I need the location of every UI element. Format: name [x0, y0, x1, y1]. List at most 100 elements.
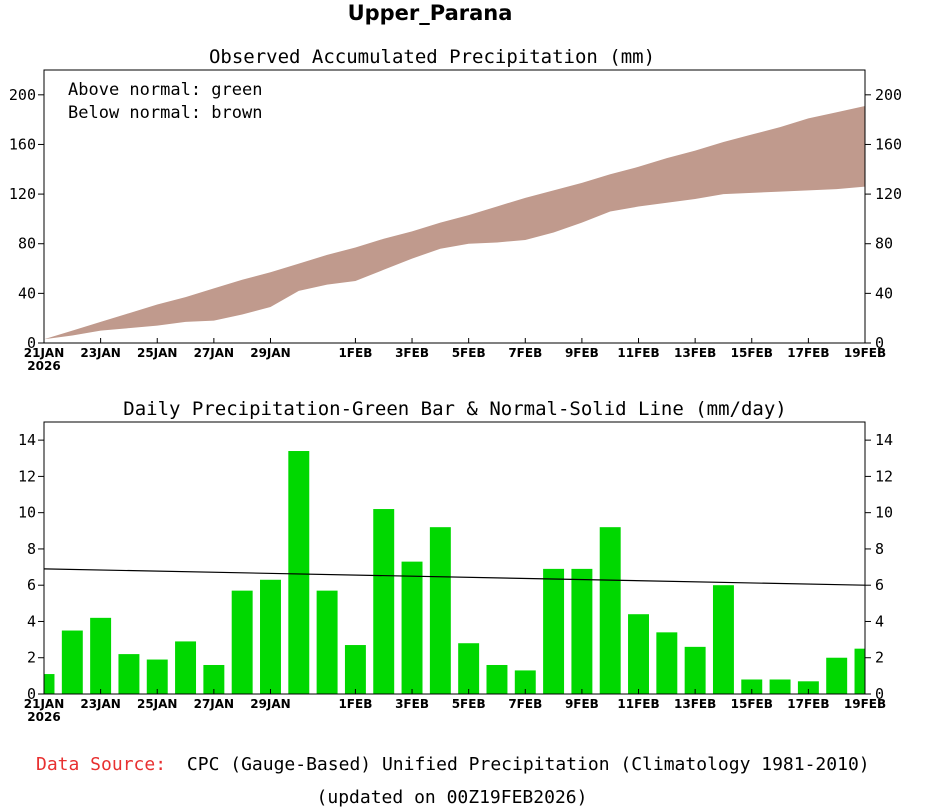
daily-bar: [599, 527, 621, 694]
daily-bar: [401, 561, 423, 694]
daily-bar: [797, 681, 819, 694]
daily-ytick-label-right: 0: [875, 685, 884, 703]
accum-ytick-label-right: 200: [875, 86, 902, 104]
accum-ytick-label-right: 40: [875, 284, 893, 302]
daily-bar: [712, 585, 734, 694]
daily-chart-title: Daily Precipitation-Green Bar & Normal-S…: [123, 398, 786, 420]
daily-ytick-label-right: 10: [875, 504, 893, 522]
daily-ytick-label-right: 6: [875, 576, 884, 594]
daily-ytick-label-left: 0: [27, 685, 36, 703]
daily-bar: [741, 679, 763, 694]
accum-ytick-label-right: 160: [875, 135, 902, 153]
accum-xtick-label: 25JAN: [137, 346, 178, 360]
daily-bar: [854, 648, 865, 694]
daily-bar: [373, 509, 395, 694]
daily-xtick-label: 17FEB: [787, 697, 829, 711]
daily-ytick-label-left: 2: [27, 649, 36, 667]
accum-ytick-label-left: 0: [27, 334, 36, 352]
daily-bar: [90, 617, 112, 694]
daily-xtick-year: 2026: [27, 710, 60, 724]
legend-below-normal: Below normal: brown: [68, 103, 262, 123]
daily-xtick-label: 19FEB: [844, 697, 886, 711]
daily-ytick-label-right: 4: [875, 612, 884, 630]
daily-xtick-label: 25JAN: [137, 697, 178, 711]
daily-precip-chart: Daily Precipitation-Green Bar & Normal-S…: [18, 398, 893, 724]
daily-bar: [260, 579, 281, 694]
daily-bar: [316, 590, 338, 694]
accum-ytick-label-left: 200: [9, 86, 36, 104]
daily-bar: [486, 664, 508, 694]
accum-xtick-label: 5FEB: [452, 346, 486, 360]
daily-ytick-label-left: 6: [27, 576, 36, 594]
accum-ytick-label-left: 120: [9, 185, 36, 203]
daily-ytick-label-left: 4: [27, 612, 36, 630]
daily-ytick-label-left: 8: [27, 540, 36, 558]
daily-ytick-label-left: 10: [18, 504, 36, 522]
below-normal-area: [44, 105, 865, 340]
accum-ytick-label-left: 40: [18, 284, 36, 302]
daily-bar: [514, 670, 536, 694]
accum-xtick-label: 17FEB: [787, 346, 829, 360]
daily-bar: [458, 643, 480, 694]
daily-xtick-label: 3FEB: [395, 697, 429, 711]
accum-ytick-label-right: 0: [875, 334, 884, 352]
daily-xtick-label: 7FEB: [508, 697, 542, 711]
accum-ytick-label-right: 80: [875, 235, 893, 253]
daily-xtick-label: 27JAN: [194, 697, 235, 711]
daily-bar: [288, 451, 310, 694]
accumulated-chart-title: Observed Accumulated Precipitation (mm): [209, 46, 655, 68]
accum-xtick-year: 2026: [27, 359, 60, 373]
daily-bar: [44, 674, 55, 694]
daily-bar: [118, 654, 140, 694]
accum-xtick-label: 29JAN: [250, 346, 291, 360]
accum-xtick-label: 21JAN: [24, 346, 65, 360]
accum-xtick-label: 7FEB: [508, 346, 542, 360]
daily-xtick-label: 1FEB: [338, 697, 372, 711]
accum-xtick-label: 19FEB: [844, 346, 886, 360]
daily-bar: [344, 645, 366, 694]
daily-bar: [543, 568, 565, 694]
daily-bar: [231, 590, 253, 694]
data-source-line: Data Source: CPC (Gauge-Based) Unified P…: [36, 754, 870, 775]
daily-bar: [175, 641, 197, 694]
daily-bar: [429, 527, 451, 694]
updated-timestamp: (updated on 00Z19FEB2026): [317, 787, 588, 808]
accum-plot-frame: [43, 69, 866, 344]
daily-ytick-label-right: 12: [875, 467, 893, 485]
daily-ytick-label-right: 8: [875, 540, 884, 558]
accum-xtick-label: 15FEB: [731, 346, 773, 360]
daily-plot-frame: [43, 421, 866, 695]
accum-ytick-label-left: 160: [9, 135, 36, 153]
accum-xtick-label: 23JAN: [80, 346, 121, 360]
accum-xtick-label: 3FEB: [395, 346, 429, 360]
data-source-label: Data Source:: [36, 754, 166, 775]
accumulated-precip-chart: Observed Accumulated Precipitation (mm) …: [9, 46, 902, 373]
daily-bar: [684, 646, 706, 694]
daily-bar: [628, 614, 649, 694]
daily-xtick-label: 29JAN: [250, 697, 291, 711]
normal-line: [43, 568, 866, 586]
accum-xtick-label: 13FEB: [674, 346, 716, 360]
daily-bar: [656, 632, 678, 694]
accum-xtick-label: 1FEB: [338, 346, 372, 360]
accum-ytick-label-left: 80: [18, 235, 36, 253]
accum-xtick-label: 11FEB: [617, 346, 659, 360]
daily-bar: [769, 679, 791, 694]
daily-ytick-label-right: 2: [875, 649, 884, 667]
daily-ytick-label-left: 12: [18, 467, 36, 485]
legend-above-normal: Above normal: green: [68, 80, 262, 100]
daily-bar: [826, 657, 848, 694]
figure-title: Upper_Parana: [348, 1, 513, 25]
accum-xtick-label: 9FEB: [565, 346, 599, 360]
daily-xtick-label: 9FEB: [565, 697, 599, 711]
daily-ytick-label-right: 14: [875, 431, 893, 449]
accum-xtick-label: 27JAN: [194, 346, 235, 360]
daily-xtick-label: 15FEB: [731, 697, 773, 711]
daily-ytick-label-left: 14: [18, 431, 36, 449]
daily-xtick-label: 11FEB: [617, 697, 659, 711]
accum-ytick-label-right: 120: [875, 185, 902, 203]
daily-xtick-label: 21JAN: [24, 697, 65, 711]
daily-xtick-label: 5FEB: [452, 697, 486, 711]
data-source-text: CPC (Gauge-Based) Unified Precipitation …: [187, 754, 870, 775]
